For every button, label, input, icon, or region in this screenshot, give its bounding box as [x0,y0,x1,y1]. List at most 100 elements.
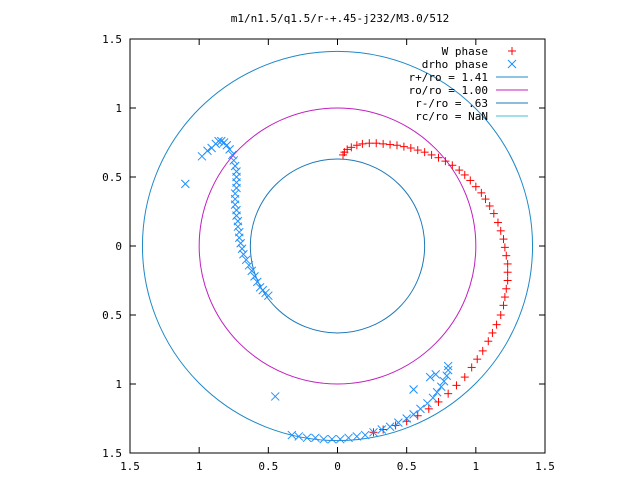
data-point [241,255,251,265]
x-tick-label: 0 [334,460,341,473]
data-point [294,432,304,441]
reference-circle-0 [141,50,534,442]
data-point [492,320,501,329]
y-tick-label: 0.5 [102,171,122,184]
data-point [442,371,452,381]
data-point [441,157,450,166]
data-point [344,433,353,443]
data-point [496,311,505,319]
data-point [250,272,259,281]
data-point [270,392,280,401]
y-tick-label: 1.5 [102,33,122,46]
data-point [481,195,490,204]
data-point [489,209,498,218]
data-point [427,150,436,159]
data-point [416,404,425,414]
data-point [502,284,511,293]
data-point [460,373,469,382]
data-point [460,170,469,179]
legend-label: ro/ro = 1.00 [409,84,488,97]
data-point [327,434,337,444]
data-point [502,251,511,260]
y-tick-label: 1.5 [102,447,122,460]
data-point [216,136,226,146]
data-point [484,337,493,346]
data-point [319,434,329,444]
data-point [225,145,234,154]
data-point [471,182,480,191]
data-point [379,139,388,148]
chart-title: m1/n1.5/q1.5/r-+.45-j232/M3.0/512 [231,12,450,25]
data-point [352,432,362,441]
data-point [287,430,297,440]
axis-ticks: 1.5 1 0.5 0 0.5 1 1.51.510.500.511.5 [102,33,555,473]
data-point [425,372,435,382]
series-0 [339,139,512,437]
data-point [503,259,512,268]
x-tick-label: 1.5 [120,460,140,473]
x-tick-label: 0.5 [397,460,417,473]
data-points [180,136,512,444]
data-point [452,381,461,390]
data-point [385,422,395,432]
data-point [214,136,223,146]
reference-circle-2 [249,158,426,334]
data-point [236,238,246,248]
data-point [379,425,388,434]
data-point [431,369,441,379]
legend-label: r-/ro = .63 [415,97,488,110]
legend-label: drho phase [422,58,488,71]
data-point [406,144,415,153]
data-point [443,365,453,375]
data-point [448,161,457,170]
data-point [230,200,240,209]
y-tick-label: 1 [115,102,122,115]
data-point [237,244,247,254]
data-point [335,434,345,444]
reference-circles [141,50,534,442]
data-point [372,139,381,148]
data-point [434,153,443,162]
data-point [302,433,312,443]
x-tick-label: 1 [473,460,480,473]
data-point [424,404,433,413]
data-point [247,266,257,276]
data-point [343,145,352,154]
data-point [439,376,449,386]
data-point [409,410,418,419]
x-tick-label: 0.5 [258,460,278,473]
data-point [503,276,512,285]
data-point [485,201,494,210]
data-point [232,183,241,193]
x-tick-label: 1 [196,460,203,473]
data-point [496,226,505,235]
reference-circle-1 [198,107,477,385]
data-point [263,291,273,301]
legend-label: W phase [442,45,488,58]
data-point [503,268,512,277]
x-tick-label: 1.5 [535,460,555,473]
data-point [358,139,367,148]
legend-label: rc/ro = NaN [415,110,488,123]
data-point [347,143,356,152]
y-tick-label: 1 [115,378,122,391]
data-point [230,161,240,171]
data-point [232,211,241,220]
data-point [377,425,387,434]
data-point [228,150,237,160]
data-point [500,293,509,302]
data-point [229,156,239,165]
data-point [244,260,254,270]
data-point [369,427,378,437]
data-point [455,166,464,175]
data-point [222,140,232,150]
data-point [432,387,442,397]
data-point [311,433,320,443]
data-point [386,140,395,149]
data-point [436,382,446,392]
legend-marker [507,59,517,69]
y-tick-label: 0.5 [102,309,122,322]
data-point [352,141,361,150]
